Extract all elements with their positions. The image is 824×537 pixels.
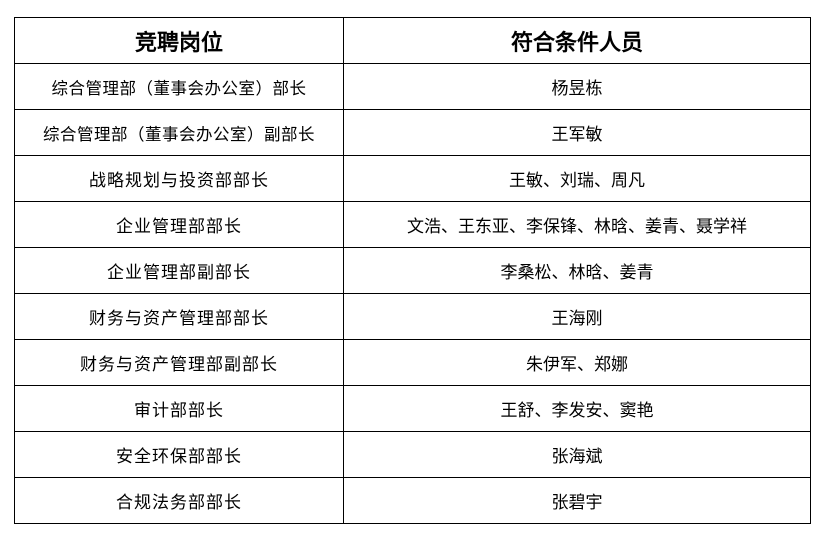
candidates-cell: 杨昱栋 bbox=[343, 63, 811, 110]
position-cell: 财务与资产管理部副部长 bbox=[14, 339, 344, 386]
header-position: 竞聘岗位 bbox=[14, 17, 344, 64]
candidates-cell: 王舒、李发安、窦艳 bbox=[343, 385, 811, 432]
table-row: 合规法务部部长 张碧宇 bbox=[14, 477, 811, 524]
position-cell: 综合管理部（董事会办公室）副部长 bbox=[14, 109, 344, 156]
position-cell: 安全环保部部长 bbox=[14, 431, 344, 478]
table-row: 企业管理部部长 文浩、王东亚、李保锋、林晗、姜青、聂学祥 bbox=[14, 201, 811, 248]
candidates-cell: 李桑松、林晗、姜青 bbox=[343, 247, 811, 294]
position-cell: 审计部部长 bbox=[14, 385, 344, 432]
position-cell: 企业管理部副部长 bbox=[14, 247, 344, 294]
table-row: 战略规划与投资部部长 王敏、刘瑞、周凡 bbox=[14, 155, 811, 202]
candidates-cell: 王敏、刘瑞、周凡 bbox=[343, 155, 811, 202]
candidates-cell: 朱伊军、郑娜 bbox=[343, 339, 811, 386]
table-row: 安全环保部部长 张海斌 bbox=[14, 431, 811, 478]
table-row: 审计部部长 王舒、李发安、窦艳 bbox=[14, 385, 811, 432]
candidates-cell: 王海刚 bbox=[343, 293, 811, 340]
table-row: 综合管理部（董事会办公室）副部长 王军敏 bbox=[14, 109, 811, 156]
position-cell: 战略规划与投资部部长 bbox=[14, 155, 344, 202]
candidates-cell: 王军敏 bbox=[343, 109, 811, 156]
candidates-cell: 张碧宇 bbox=[343, 477, 811, 524]
position-cell: 企业管理部部长 bbox=[14, 201, 344, 248]
candidates-table: 竞聘岗位 符合条件人员 综合管理部（董事会办公室）部长 杨昱栋 综合管理部（董事会… bbox=[14, 17, 811, 524]
candidates-cell: 张海斌 bbox=[343, 431, 811, 478]
position-cell: 综合管理部（董事会办公室）部长 bbox=[14, 63, 344, 110]
table-row: 财务与资产管理部副部长 朱伊军、郑娜 bbox=[14, 339, 811, 386]
table-row: 财务与资产管理部部长 王海刚 bbox=[14, 293, 811, 340]
position-cell: 财务与资产管理部部长 bbox=[14, 293, 344, 340]
table-row: 综合管理部（董事会办公室）部长 杨昱栋 bbox=[14, 63, 811, 110]
table-header-row: 竞聘岗位 符合条件人员 bbox=[14, 17, 811, 64]
position-cell: 合规法务部部长 bbox=[14, 477, 344, 524]
header-candidates: 符合条件人员 bbox=[343, 17, 811, 64]
candidates-cell: 文浩、王东亚、李保锋、林晗、姜青、聂学祥 bbox=[343, 201, 811, 248]
table-row: 企业管理部副部长 李桑松、林晗、姜青 bbox=[14, 247, 811, 294]
